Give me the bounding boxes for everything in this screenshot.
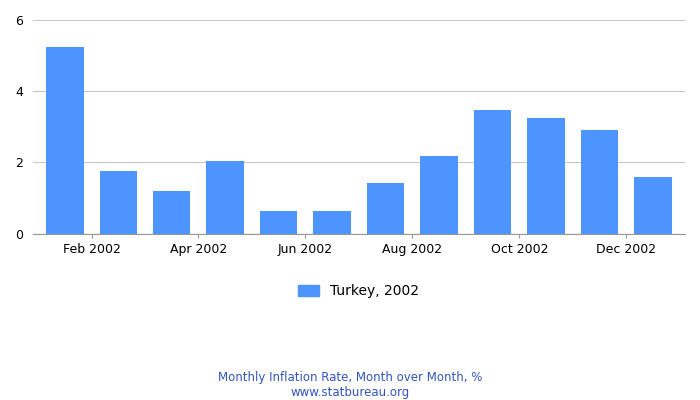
Bar — [206, 160, 244, 234]
Bar — [474, 110, 511, 234]
Bar — [527, 118, 565, 234]
Legend: Turkey, 2002: Turkey, 2002 — [293, 279, 425, 304]
Bar — [581, 130, 618, 234]
Bar — [260, 212, 298, 234]
Bar — [367, 183, 405, 234]
Text: Monthly Inflation Rate, Month over Month, %: Monthly Inflation Rate, Month over Month… — [218, 372, 482, 384]
Bar — [634, 176, 671, 234]
Bar — [420, 156, 458, 234]
Bar — [99, 171, 137, 234]
Text: www.statbureau.org: www.statbureau.org — [290, 386, 410, 399]
Bar — [314, 212, 351, 234]
Bar — [153, 191, 190, 234]
Bar — [46, 47, 83, 234]
